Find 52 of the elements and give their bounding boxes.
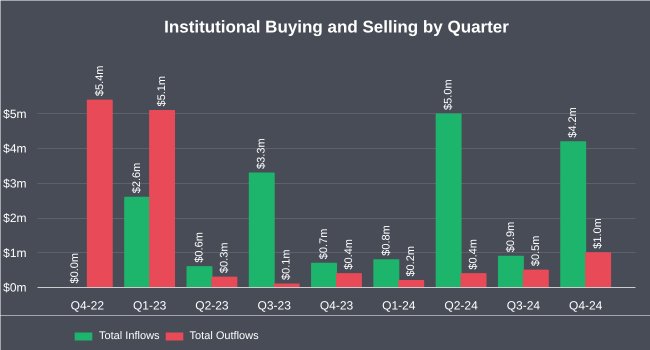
legend-label: Total Outflows	[190, 330, 259, 342]
bar	[436, 113, 462, 288]
y-tick-label: $2m	[3, 211, 27, 226]
data-label: $4.2m	[567, 107, 580, 138]
y-tick-label: $3m	[3, 176, 27, 190]
bar	[522, 270, 549, 288]
bar	[560, 141, 586, 288]
x-tick-label: Q2-24	[444, 298, 478, 312]
data-label: $5.1m	[156, 76, 168, 106]
bar	[585, 252, 612, 288]
data-label: $0.1m	[280, 249, 293, 280]
data-label: $1.0m	[592, 218, 604, 249]
bar	[498, 256, 524, 288]
x-tick-label: Q4-23	[320, 298, 354, 312]
x-tick-label: Q2-23	[195, 298, 229, 312]
data-label: $0.2m	[405, 246, 418, 277]
bar	[124, 196, 150, 288]
data-label: $0.4m	[468, 239, 480, 270]
data-label: $0.3m	[218, 242, 230, 274]
bar	[373, 259, 400, 288]
y-tick-label: $0m	[3, 280, 27, 294]
data-label: $0.4m	[342, 239, 355, 270]
y-tick-label: $4m	[3, 142, 27, 156]
bar	[211, 276, 238, 288]
bar	[398, 280, 424, 288]
data-label: $2.6m	[131, 162, 144, 194]
bar	[86, 100, 113, 288]
bar	[336, 273, 362, 288]
y-tick-label: $1m	[3, 246, 27, 260]
bar	[149, 110, 176, 288]
data-label: $0.6m	[193, 232, 206, 263]
chart-title: Institutional Buying and Selling by Quarter	[164, 18, 510, 36]
data-label: $0.9m	[504, 222, 517, 252]
data-label: $5.0m	[442, 79, 455, 110]
x-tick-label: Q3-24	[506, 298, 540, 312]
data-label: $0.8m	[380, 225, 392, 256]
bar	[248, 172, 275, 288]
x-tick-label: Q1-24	[382, 298, 416, 312]
x-tick-label: Q1-23	[132, 298, 167, 312]
bar	[460, 273, 486, 288]
x-tick-label: Q4-22	[70, 298, 104, 312]
data-label: $0.5m	[530, 236, 542, 266]
bar	[186, 266, 212, 288]
legend-label: Total Inflows	[99, 330, 160, 342]
x-tick-label: Q4-24	[568, 298, 603, 312]
x-tick-label: Q3-23	[258, 298, 292, 312]
data-label: $0.0m	[68, 252, 81, 284]
data-label: $5.4m	[94, 66, 106, 96]
data-label: $0.7m	[318, 228, 330, 260]
data-label: $3.3m	[256, 138, 268, 169]
bar	[311, 262, 337, 288]
y-tick-label: $5m	[3, 106, 27, 121]
